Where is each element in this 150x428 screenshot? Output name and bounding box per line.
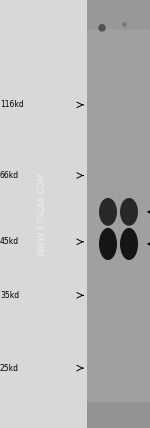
Ellipse shape bbox=[99, 198, 117, 226]
Bar bbox=[87, 0, 150, 428]
Ellipse shape bbox=[98, 24, 106, 32]
Text: 116kd: 116kd bbox=[0, 100, 24, 110]
Ellipse shape bbox=[120, 198, 138, 226]
Ellipse shape bbox=[122, 22, 127, 27]
Text: 66kd: 66kd bbox=[0, 171, 19, 180]
Ellipse shape bbox=[120, 228, 138, 260]
Text: 25kd: 25kd bbox=[0, 363, 19, 373]
Bar bbox=[87, 402, 150, 428]
Ellipse shape bbox=[99, 228, 117, 260]
Text: 45kd: 45kd bbox=[0, 237, 19, 247]
Text: WWW.PTGLAB.COM: WWW.PTGLAB.COM bbox=[38, 172, 46, 256]
Bar bbox=[87, 0, 150, 30]
Text: 35kd: 35kd bbox=[0, 291, 19, 300]
